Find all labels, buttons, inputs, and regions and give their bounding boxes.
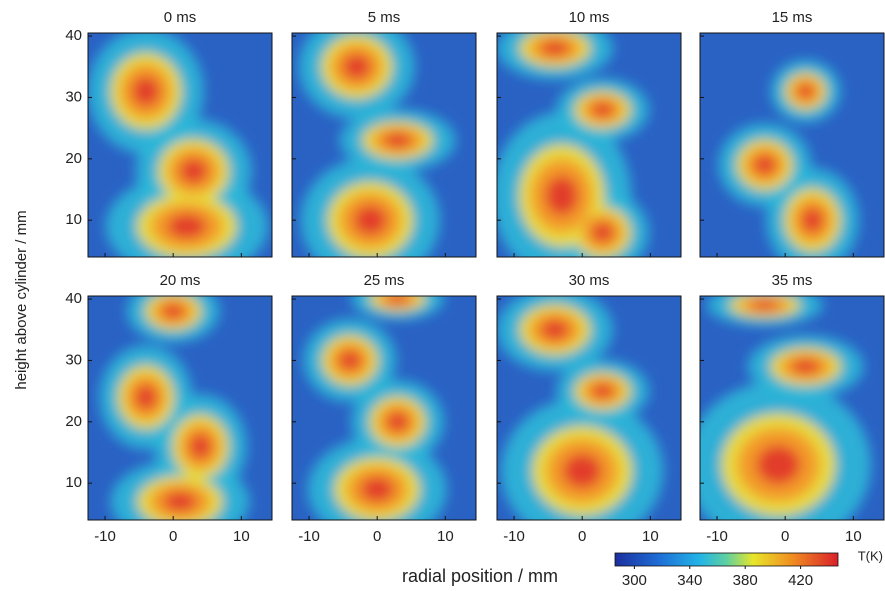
panel-title: 15 ms (772, 9, 813, 26)
x-tick-label: -10 (298, 528, 320, 545)
y-tick-label: 30 (65, 351, 82, 368)
field-blob (751, 300, 779, 311)
temperature-field (292, 296, 476, 520)
temperature-field (497, 296, 681, 520)
colorbar-tick-label: 420 (788, 572, 813, 589)
y-axis-label: height above cylinder / mm (13, 210, 30, 389)
y-tick-label: 10 (65, 474, 82, 491)
x-tick-label: 0 (578, 528, 586, 545)
x-tick-label: 10 (845, 528, 862, 545)
panel-title: 35 ms (772, 272, 813, 289)
x-tick-label: 10 (233, 528, 250, 545)
field-blob (591, 102, 614, 118)
panel-frame (699, 32, 885, 258)
field-blob (797, 83, 814, 99)
y-tick-label: 20 (65, 413, 82, 430)
field-blobs (99, 296, 250, 520)
x-tick-label: 0 (373, 528, 381, 545)
temperature-field (292, 33, 476, 257)
field-blob (753, 155, 776, 175)
field-blob (801, 207, 824, 233)
field-blob (339, 350, 361, 371)
field-blobs (718, 60, 859, 257)
field-blob (541, 40, 569, 56)
field-blob (792, 359, 820, 374)
panel-frame (87, 32, 273, 258)
field-blob (163, 491, 197, 512)
field-blob (135, 384, 157, 410)
field-blob (563, 453, 602, 489)
field-blob (354, 205, 387, 235)
panel-title: 10 ms (569, 9, 610, 26)
field-blob (591, 383, 614, 399)
field-blob (343, 54, 371, 80)
x-tick-label: -10 (503, 528, 525, 545)
x-tick-label: -10 (706, 528, 728, 545)
y-tick-label: 40 (65, 27, 82, 44)
panel-frame (291, 295, 477, 521)
field-blob (360, 477, 394, 502)
field-blob (541, 319, 569, 340)
field-blobs (298, 33, 456, 257)
field-blobs (700, 296, 872, 520)
field-blob (386, 411, 409, 432)
field-blob (591, 222, 614, 243)
colorbar-tick-label: 300 (622, 572, 647, 589)
panel-title: 0 ms (164, 9, 197, 26)
field-blob (545, 175, 579, 216)
y-tick-label: 20 (65, 150, 82, 167)
colorbar-label: T(K) (858, 548, 883, 563)
y-tick-label: 30 (65, 88, 82, 105)
temperature-field (88, 296, 272, 520)
field-blob (756, 445, 801, 485)
temperature-field (88, 33, 272, 257)
field-blob (386, 296, 409, 304)
field-blobs (88, 33, 268, 257)
field-blob (189, 434, 212, 459)
panel-title: 30 ms (569, 272, 610, 289)
x-tick-label: 10 (437, 528, 454, 545)
y-tick-label: 40 (65, 290, 82, 307)
temperature-field (700, 296, 884, 520)
x-tick-label: 0 (781, 528, 789, 545)
x-tick-label: 0 (169, 528, 177, 545)
panel-frame (496, 295, 682, 521)
panel-frame (291, 32, 477, 258)
field-blob (132, 76, 160, 107)
y-tick-label: 10 (65, 211, 82, 228)
field-blobs (497, 33, 649, 257)
colorbar-tick-label: 380 (733, 572, 758, 589)
x-tick-label: -10 (94, 528, 116, 545)
field-blob (180, 158, 208, 184)
field-blobs (303, 296, 447, 520)
x-tick-label: 10 (642, 528, 659, 545)
field-blob (384, 133, 412, 148)
field-blob (162, 303, 185, 319)
colorbar (614, 552, 839, 567)
panel-frame (496, 32, 682, 258)
panel-frame (87, 295, 273, 521)
panel-title: 25 ms (364, 272, 405, 289)
field-blobs (497, 296, 664, 520)
x-axis-label: radial position / mm (402, 566, 558, 586)
colorbar-tick-label: 340 (677, 572, 702, 589)
panel-title: 20 ms (160, 272, 201, 289)
temperature-field (497, 33, 681, 257)
field-blob (167, 214, 206, 239)
panel-title: 5 ms (368, 9, 401, 26)
panel-frame (699, 295, 885, 521)
temperature-field (700, 33, 884, 257)
